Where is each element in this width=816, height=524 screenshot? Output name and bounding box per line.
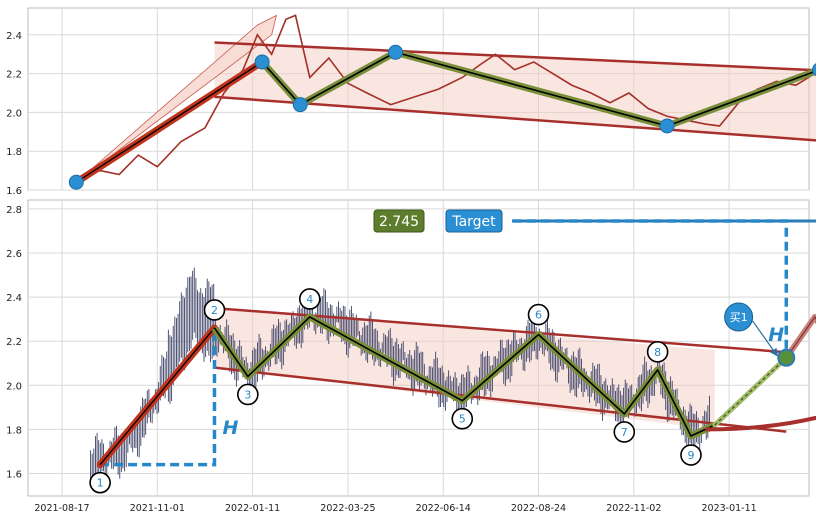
- bottom-rally-core: [99, 327, 215, 466]
- bottom-y-tick-label: 2.6: [6, 249, 22, 260]
- top-pivot-point: [254, 54, 270, 70]
- wave-label-circle: [298, 288, 321, 310]
- bottom-y-tick-label: 2.4: [6, 293, 22, 304]
- top-rally-core: [75, 61, 263, 183]
- height-label-left: H: [222, 417, 238, 439]
- height-label-right: H: [768, 324, 784, 346]
- buy1-badge: [724, 302, 754, 332]
- top-pivot-point: [388, 44, 404, 60]
- bottom-channel-lower: [214, 366, 787, 433]
- wave-label-circle: [237, 383, 259, 406]
- buy1-pointer: [752, 320, 778, 357]
- projection-line: [714, 357, 787, 426]
- top-channel-lower: [214, 95, 816, 142]
- top-pivot-point: [68, 174, 84, 190]
- x-ticks: 2021-08-17 2021-11-01 2022-01-11 2022-03-25…: [34, 503, 756, 514]
- retrace-line: [785, 315, 816, 359]
- height-measure-right: [512, 219, 789, 349]
- top-y-tick-label: 1.6: [6, 186, 22, 197]
- bottom-panel: 1.61.82.02.22.42.62.8 HH买1买22.745Target1…: [6, 199, 816, 514]
- wave-label: 4: [306, 293, 313, 306]
- wave-label-circle: [451, 407, 474, 430]
- bottom-y-ticks: 1.6 1.8 2.0 2.2 2.4 2.6 2.8: [6, 205, 22, 481]
- top-zigzag-line: [261, 51, 816, 127]
- target-value-label: 2.745: [379, 214, 419, 230]
- wave-label-circle: [527, 303, 550, 326]
- wave-label: 1: [97, 477, 104, 490]
- top-channel-upper: [214, 41, 816, 72]
- bottom-panel-frame: [27, 199, 810, 497]
- x-tick-label: 2022-03-25: [320, 503, 375, 514]
- wave-label: 6: [535, 309, 542, 322]
- wave-label: 9: [687, 449, 694, 462]
- top-price-line: [76, 14, 816, 180]
- top-grid: [28, 8, 809, 191]
- x-tick-label: 2022-01-11: [225, 503, 280, 514]
- wave-label: 2: [211, 304, 218, 317]
- bottom-y-tick-label: 1.8: [6, 425, 22, 436]
- top-y-tick-label: 2.2: [6, 70, 22, 81]
- x-tick-label: 2022-08-24: [511, 503, 566, 514]
- top-y-tick-label: 2.4: [6, 31, 22, 42]
- height-measure-left: [100, 327, 217, 467]
- bottom-y-tick-label: 2.0: [6, 381, 22, 392]
- top-panel: 1.6 1.8 2.0 2.2 2.4: [6, 7, 816, 197]
- wave-label: 7: [621, 426, 628, 439]
- x-tick-label: 2021-08-17: [34, 503, 89, 514]
- top-y-tick-label: 1.8: [6, 147, 22, 158]
- wave-label: 5: [459, 413, 466, 426]
- target-box: [445, 209, 503, 233]
- wave-label-circle: [646, 341, 669, 363]
- top-pivot-point: [812, 63, 816, 77]
- bottom-y-tick-label: 2.2: [6, 337, 22, 348]
- x-tick-label: 2022-11-02: [606, 503, 661, 514]
- top-rally-arrow-outline: [76, 14, 278, 183]
- buy1-point: [777, 348, 796, 367]
- top-pivot-point: [292, 97, 308, 113]
- x-tick-label: 2023-01-11: [701, 503, 756, 514]
- target-label: Target: [451, 214, 496, 230]
- top-pivot-point: [659, 118, 675, 134]
- target-value-box: [373, 209, 425, 233]
- top-marks: [68, 14, 816, 190]
- wave-label: 8: [654, 346, 661, 359]
- wave-label-circle: [203, 299, 226, 321]
- target-curve-arrow: [705, 415, 816, 432]
- top-y-ticks: 1.6 1.8 2.0 2.2 2.4: [6, 31, 22, 197]
- top-panel-frame: [27, 7, 810, 191]
- top-y-tick-label: 2.0: [6, 108, 22, 119]
- bottom-zigzag-line: [213, 316, 716, 437]
- wave-label-circle: [613, 421, 636, 443]
- wave-label: 3: [244, 388, 251, 401]
- buy1-label: 买1: [730, 311, 748, 324]
- x-tick-label: 2022-06-14: [416, 503, 471, 514]
- wave-label-circle: [680, 444, 702, 466]
- x-tick-label: 2021-11-01: [130, 503, 185, 514]
- bottom-y-tick-label: 1.6: [6, 470, 22, 481]
- wave-label-circle: [89, 471, 111, 494]
- bottom-y-tick-label: 2.8: [6, 205, 22, 216]
